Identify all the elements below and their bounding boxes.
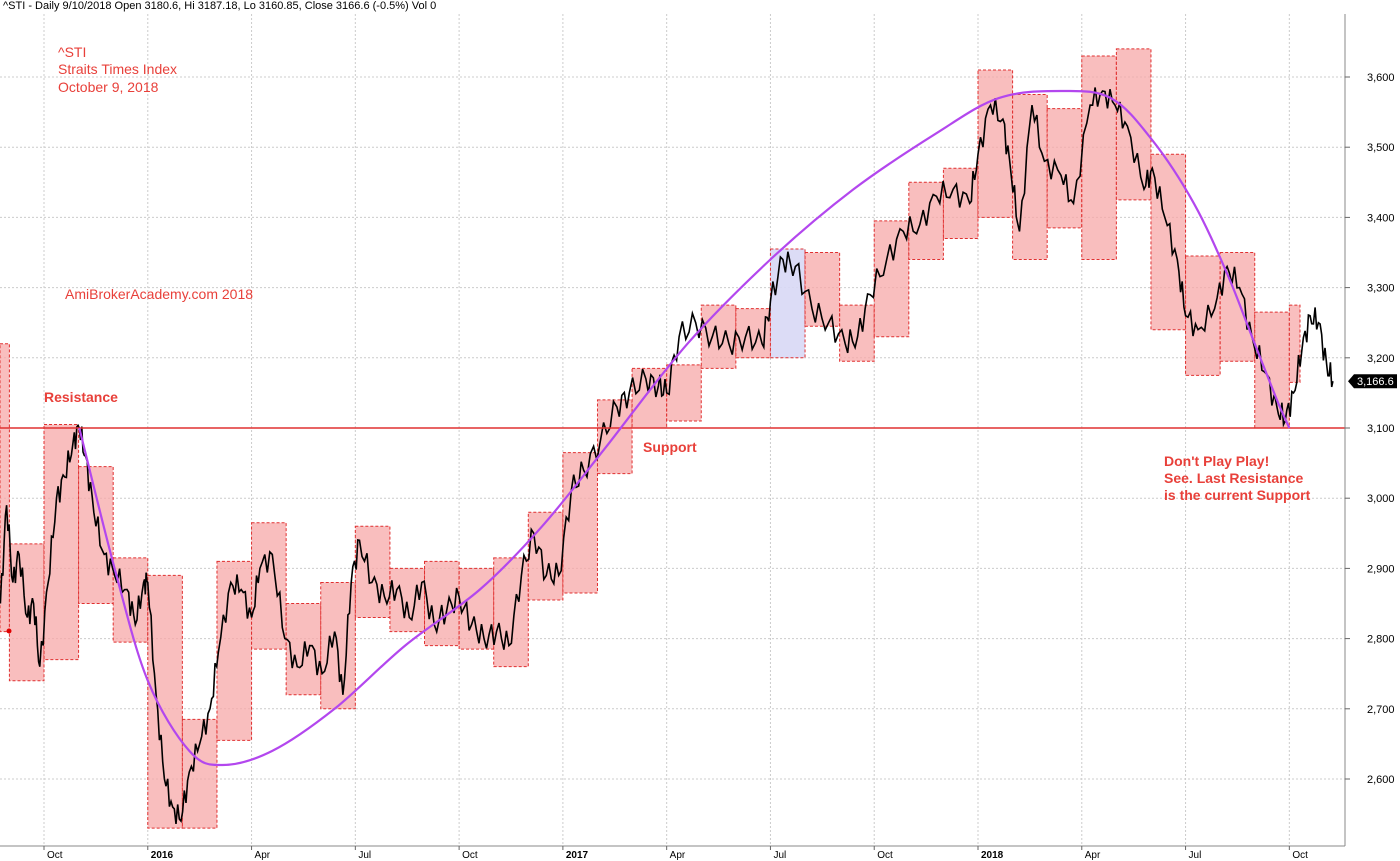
monthly-range-box	[804, 252, 841, 327]
y-tick-label: 3,200	[1367, 353, 1395, 365]
x-tick-label: Jul	[773, 850, 786, 861]
monthly-range-box	[700, 304, 737, 369]
x-tick-label: Apr	[670, 850, 686, 861]
monthly-range-box	[493, 557, 529, 668]
x-tick-label: Jul	[358, 850, 371, 861]
note-line-3: is the current Support	[1164, 487, 1311, 503]
x-tick-label: Oct	[877, 850, 893, 861]
annotation-name: Straits Times Index	[58, 61, 177, 77]
monthly-range-box	[181, 718, 218, 829]
note-line-2: See. Last Resistance	[1164, 470, 1304, 486]
x-tick-label: 2016	[151, 850, 174, 861]
monthly-range-box	[527, 511, 564, 601]
monthly-range-box	[78, 466, 114, 604]
monthly-range-box	[1081, 55, 1117, 261]
x-tick-label: 2018	[981, 850, 1004, 861]
marker-dot	[6, 628, 12, 634]
watermark: AmiBrokerAcademy.com 2018	[65, 286, 253, 302]
x-tick-label: Oct	[47, 850, 63, 861]
trend-curve	[78, 89, 1291, 767]
y-tick-label: 3,400	[1367, 212, 1395, 224]
y-tick-label: 3,100	[1367, 423, 1395, 435]
monthly-range-box	[873, 220, 910, 338]
x-tick-label: Jul	[1189, 850, 1202, 861]
x-tick-label: Oct	[462, 850, 478, 861]
annotation-date: October 9, 2018	[58, 79, 159, 95]
last-price-label: 3,166.6	[1357, 376, 1394, 388]
monthly-range-box	[1254, 311, 1290, 429]
y-tick-label: 2,600	[1367, 774, 1395, 786]
x-tick-label: 2017	[566, 850, 589, 861]
price-series	[0, 87, 1334, 824]
monthly-range-box	[0, 343, 10, 633]
y-tick-label: 3,500	[1367, 142, 1395, 154]
monthly-range-box	[631, 367, 668, 429]
monthly-range-box	[354, 525, 391, 619]
x-tick-label: Oct	[1292, 850, 1308, 861]
monthly-range-box	[251, 522, 287, 650]
label-support: Support	[643, 439, 697, 455]
monthly-range-box	[147, 574, 183, 829]
last-price-tag	[1348, 374, 1397, 389]
x-tick-label: Apr	[255, 850, 271, 861]
y-tick-label: 3,300	[1367, 283, 1395, 295]
monthly-range-box	[769, 248, 806, 359]
monthly-range-box	[43, 423, 80, 661]
label-resistance: Resistance	[44, 389, 118, 405]
monthly-range-box	[424, 560, 460, 647]
monthly-range-box	[839, 304, 875, 362]
note-line-1: Don't Play Play!	[1164, 453, 1269, 469]
monthly-range-box	[666, 364, 702, 422]
chart-header: ^STI - Daily 9/10/2018 Open 3180.6, Hi 3…	[3, 0, 437, 12]
y-tick-label: 3,600	[1367, 72, 1395, 84]
annotation-ticker: ^STI	[58, 44, 86, 60]
x-tick-label: Apr	[1085, 850, 1101, 861]
monthly-range-box	[1288, 304, 1301, 383]
y-tick-label: 2,700	[1367, 704, 1395, 716]
y-tick-label: 2,800	[1367, 634, 1395, 646]
y-tick-label: 3,000	[1367, 493, 1395, 505]
y-tick-label: 2,900	[1367, 563, 1395, 575]
monthly-range-box	[1150, 153, 1187, 331]
